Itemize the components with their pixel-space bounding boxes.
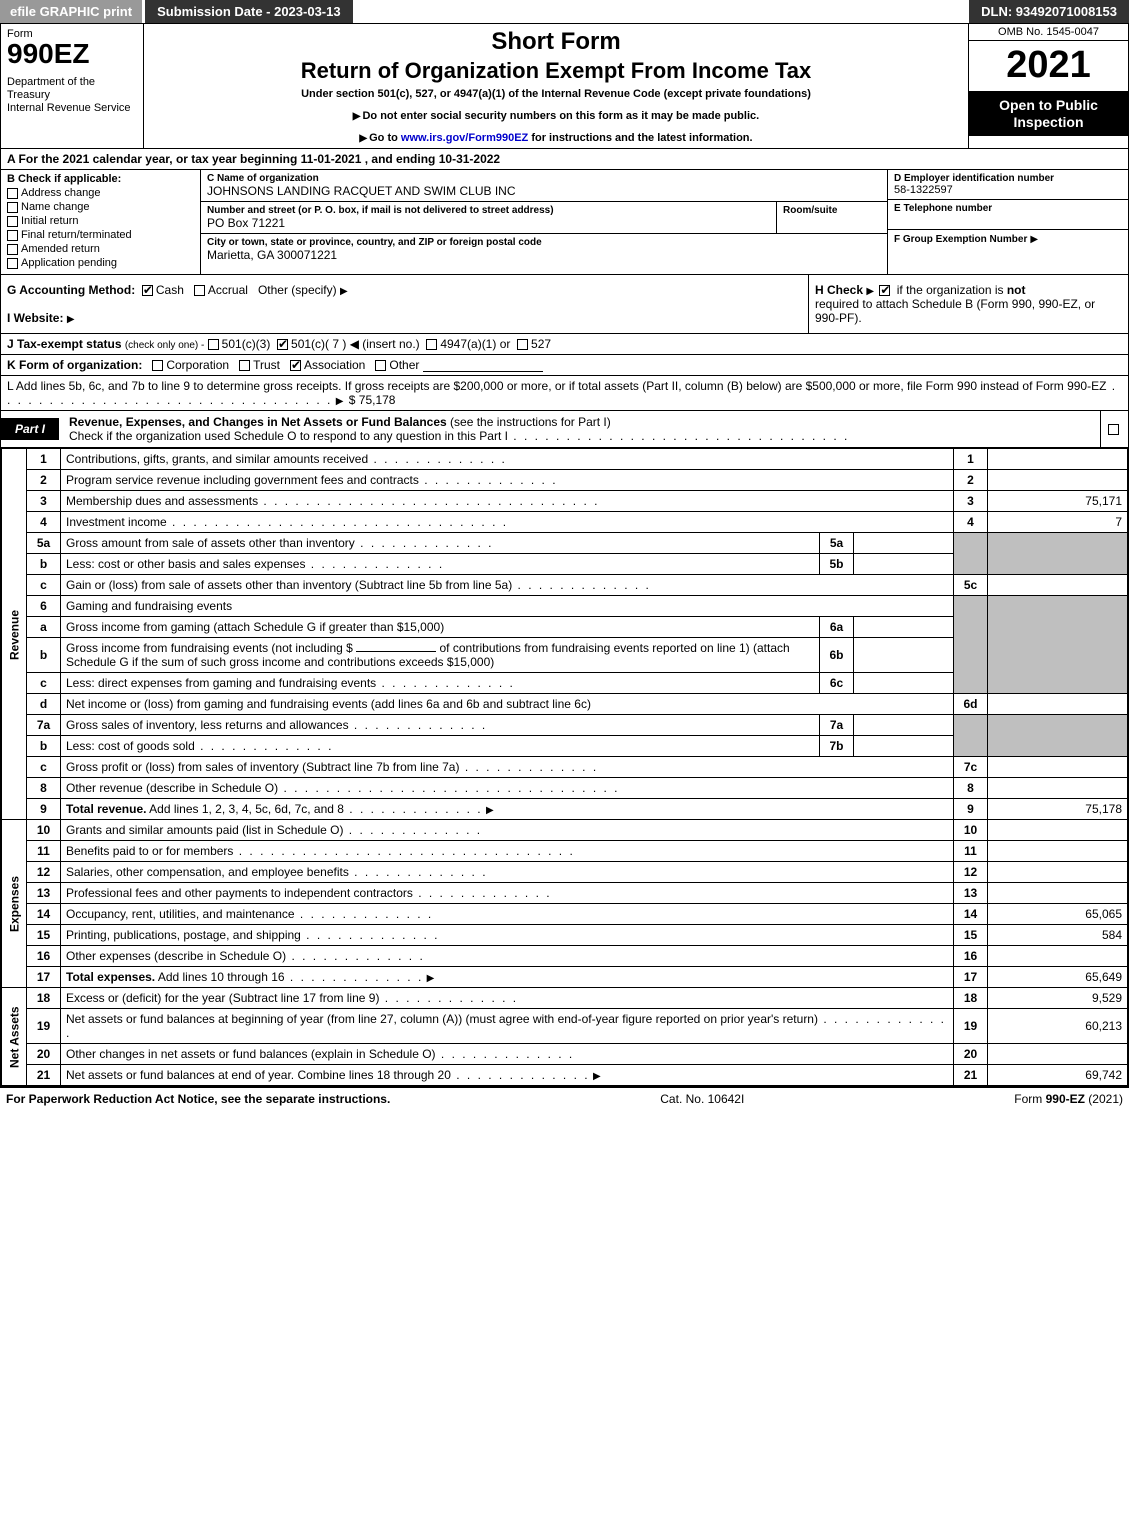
open-to-public: Open to Public Inspection <box>969 91 1128 137</box>
check-schedule-o-part1[interactable] <box>1108 424 1119 435</box>
top-bar: efile GRAPHIC print Submission Date - 20… <box>0 0 1129 23</box>
line-7a: 7a Gross sales of inventory, less return… <box>2 715 1128 736</box>
line-10: Expenses 10 Grants and similar amounts p… <box>2 820 1128 841</box>
paperwork-notice: For Paperwork Reduction Act Notice, see … <box>6 1092 390 1106</box>
part-1-table: Revenue 1 Contributions, gifts, grants, … <box>1 448 1128 1086</box>
net-assets-side-label: Net Assets <box>2 988 27 1086</box>
col-b-checkboxes: B Check if applicable: Address change Na… <box>1 170 201 274</box>
row-l-gross-receipts: L Add lines 5b, 6c, and 7b to line 9 to … <box>1 376 1128 410</box>
line-5a: 5a Gross amount from sale of assets othe… <box>2 533 1128 554</box>
col-c-org-info: C Name of organization JOHNSONS LANDING … <box>201 170 888 274</box>
check-final-return[interactable]: Final return/terminated <box>7 229 194 241</box>
line-6: 6 Gaming and fundraising events <box>2 596 1128 617</box>
line-2: 2 Program service revenue including gove… <box>2 470 1128 491</box>
line-9: 9 Total revenue. Add lines 1, 2, 3, 4, 5… <box>2 799 1128 820</box>
revenue-side-label: Revenue <box>2 449 27 820</box>
dept-treasury: Department of the Treasury Internal Reve… <box>7 76 137 116</box>
tax-year: 2021 <box>969 41 1128 91</box>
part-1-tag: Part I <box>1 418 59 440</box>
line-11: 11 Benefits paid to or for members 11 <box>2 841 1128 862</box>
form-ref: Form 990-EZ (2021) <box>1014 1092 1123 1106</box>
irs-link[interactable]: www.irs.gov/Form990EZ <box>401 132 528 144</box>
org-name: JOHNSONS LANDING RACQUET AND SWIM CLUB I… <box>207 184 881 198</box>
check-cash[interactable] <box>142 285 153 296</box>
col-def: D Employer identification number 58-1322… <box>888 170 1128 274</box>
check-association[interactable] <box>290 360 301 371</box>
check-name-change[interactable]: Name change <box>7 201 194 213</box>
line-19: 19 Net assets or fund balances at beginn… <box>2 1009 1128 1044</box>
line-4: 4 Investment income 4 7 <box>2 512 1128 533</box>
e-telephone: E Telephone number <box>888 200 1128 230</box>
line-20: 20 Other changes in net assets or fund b… <box>2 1044 1128 1065</box>
line-15: 15 Printing, publications, postage, and … <box>2 925 1128 946</box>
check-no-schedule-b[interactable] <box>879 285 890 296</box>
expenses-side-label: Expenses <box>2 820 27 988</box>
form-header: Form 990EZ Department of the Treasury In… <box>1 24 1128 149</box>
row-j-tax-exempt: J Tax-exempt status (check only one) - 5… <box>1 334 1128 355</box>
check-501c3[interactable] <box>208 339 219 350</box>
cat-no: Cat. No. 10642I <box>390 1092 1014 1106</box>
title-short-form: Short Form <box>152 28 960 56</box>
check-initial-return[interactable]: Initial return <box>7 215 194 227</box>
submission-date: Submission Date - 2023-03-13 <box>145 0 353 23</box>
efile-print-button[interactable]: efile GRAPHIC print <box>0 0 142 23</box>
gross-receipts-value: $ 75,178 <box>349 393 396 407</box>
row-g-h: G Accounting Method: Cash Accrual Other … <box>1 275 1128 334</box>
g-accounting-method: G Accounting Method: Cash Accrual Other … <box>1 275 808 333</box>
goto-instructions: Go to www.irs.gov/Form990EZ for instruct… <box>152 132 960 144</box>
line-21: 21 Net assets or fund balances at end of… <box>2 1065 1128 1086</box>
line-17: 17 Total expenses. Add lines 10 through … <box>2 967 1128 988</box>
check-other-org[interactable] <box>375 360 386 371</box>
check-application-pending[interactable]: Application pending <box>7 257 194 269</box>
line-8: 8 Other revenue (describe in Schedule O)… <box>2 778 1128 799</box>
line-12: 12 Salaries, other compensation, and emp… <box>2 862 1128 883</box>
check-address-change[interactable]: Address change <box>7 187 194 199</box>
check-corporation[interactable] <box>152 360 163 371</box>
line-18: Net Assets 18 Excess or (deficit) for th… <box>2 988 1128 1009</box>
b-label: B Check if applicable: <box>7 173 194 185</box>
check-4947[interactable] <box>426 339 437 350</box>
no-ssn-notice: Do not enter social security numbers on … <box>152 110 960 122</box>
row-a-tax-year: A For the 2021 calendar year, or tax yea… <box>1 149 1128 170</box>
page-footer: For Paperwork Reduction Act Notice, see … <box>0 1087 1129 1110</box>
line-6d: d Net income or (loss) from gaming and f… <box>2 694 1128 715</box>
i-website: I Website: <box>7 311 802 325</box>
dln-number: DLN: 93492071008153 <box>969 0 1129 23</box>
check-501c[interactable] <box>277 339 288 350</box>
line-7c: c Gross profit or (loss) from sales of i… <box>2 757 1128 778</box>
form-number: 990EZ <box>7 40 137 68</box>
row-k-form-org: K Form of organization: Corporation Trus… <box>1 355 1128 376</box>
room-suite-label: Room/suite <box>783 205 881 216</box>
h-schedule-b: H Check if the organization is not requi… <box>808 275 1128 333</box>
line-5c: c Gain or (loss) from sale of assets oth… <box>2 575 1128 596</box>
omb-number: OMB No. 1545-0047 <box>969 24 1128 41</box>
title-return: Return of Organization Exempt From Incom… <box>152 58 960 84</box>
c-city: City or town, state or province, country… <box>201 234 887 265</box>
section-bcdef: B Check if applicable: Address change Na… <box>1 170 1128 275</box>
header-right: OMB No. 1545-0047 2021 Open to Public In… <box>968 24 1128 148</box>
under-section: Under section 501(c), 527, or 4947(a)(1)… <box>152 88 960 100</box>
line-1: Revenue 1 Contributions, gifts, grants, … <box>2 449 1128 470</box>
c-street: Number and street (or P. O. box, if mail… <box>201 202 887 234</box>
city-state-zip: Marietta, GA 300071221 <box>207 248 881 262</box>
header-center: Short Form Return of Organization Exempt… <box>144 24 968 148</box>
header-left: Form 990EZ Department of the Treasury In… <box>1 24 144 148</box>
form-990ez: Form 990EZ Department of the Treasury In… <box>0 23 1129 1087</box>
line-13: 13 Professional fees and other payments … <box>2 883 1128 904</box>
check-527[interactable] <box>517 339 528 350</box>
f-group-exemption: F Group Exemption Number <box>888 230 1128 248</box>
line-3: 3 Membership dues and assessments 3 75,1… <box>2 491 1128 512</box>
ein-value: 58-1322597 <box>894 184 1122 196</box>
line-14: 14 Occupancy, rent, utilities, and maint… <box>2 904 1128 925</box>
check-amended-return[interactable]: Amended return <box>7 243 194 255</box>
part-1-header: Part I Revenue, Expenses, and Changes in… <box>1 410 1128 448</box>
street-address: PO Box 71221 <box>207 216 770 230</box>
line-16: 16 Other expenses (describe in Schedule … <box>2 946 1128 967</box>
d-ein: D Employer identification number 58-1322… <box>888 170 1128 200</box>
c-name: C Name of organization JOHNSONS LANDING … <box>201 170 887 202</box>
check-accrual[interactable] <box>194 285 205 296</box>
check-trust[interactable] <box>239 360 250 371</box>
